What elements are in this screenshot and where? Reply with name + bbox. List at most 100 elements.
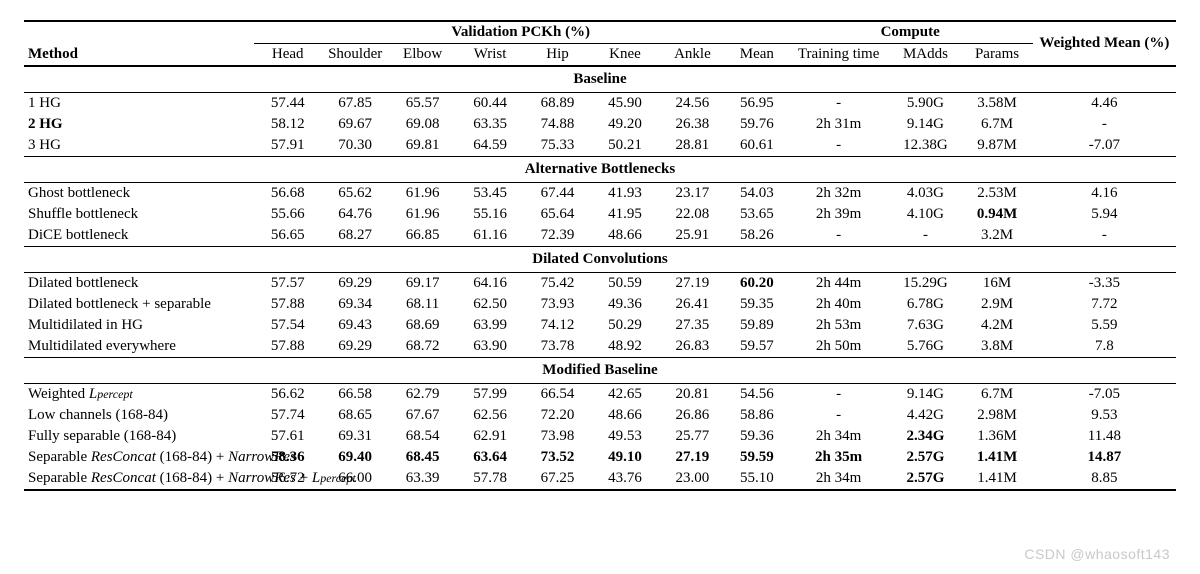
cell-value: 67.67 — [389, 405, 456, 426]
cell-value: 26.38 — [659, 114, 726, 135]
cell-compute: 2h 50m — [788, 336, 890, 358]
cell-value: 60.20 — [726, 273, 787, 295]
cell-value: 48.92 — [591, 336, 658, 358]
cell-compute: 2h 34m — [788, 426, 890, 447]
cell-compute: 15.29G — [890, 273, 962, 295]
cell-value: 67.25 — [524, 468, 591, 490]
cell-weighted-mean: -7.07 — [1033, 135, 1176, 157]
table-row: 2 HG58.1269.6769.0863.3574.8849.2026.385… — [24, 114, 1176, 135]
cell-value: 69.08 — [389, 114, 456, 135]
cell-value: 64.16 — [456, 273, 523, 295]
cell-value: 26.83 — [659, 336, 726, 358]
cell-value: 50.21 — [591, 135, 658, 157]
cell-compute: 1.41M — [961, 468, 1033, 490]
cell-value: 68.11 — [389, 294, 456, 315]
cell-value: 59.35 — [726, 294, 787, 315]
cell-compute: - — [788, 384, 890, 406]
cell-weighted-mean: 5.94 — [1033, 204, 1176, 225]
cell-value: 69.43 — [321, 315, 388, 336]
cell-method: 2 HG — [24, 114, 254, 135]
cell-compute: 2h 39m — [788, 204, 890, 225]
cell-compute: 3.8M — [961, 336, 1033, 358]
table-row: Separable ResConcat (168-84) + NarrowRes… — [24, 447, 1176, 468]
cell-value: 57.61 — [254, 426, 321, 447]
table-row: Shuffle bottleneck55.6664.7661.9655.1665… — [24, 204, 1176, 225]
table-body: Baseline1 HG57.4467.8565.5760.4468.8945.… — [24, 66, 1176, 490]
cell-compute: 1.41M — [961, 447, 1033, 468]
cell-value: 68.27 — [321, 225, 388, 247]
cell-value: 68.54 — [389, 426, 456, 447]
table-row: Multidilated in HG57.5469.4368.6963.9974… — [24, 315, 1176, 336]
header-method: Method — [24, 44, 254, 67]
cell-value: 50.29 — [591, 315, 658, 336]
cell-value: 49.20 — [591, 114, 658, 135]
cell-compute: 5.76G — [890, 336, 962, 358]
cell-method: DiCE bottleneck — [24, 225, 254, 247]
table-row: 1 HG57.4467.8565.5760.4468.8945.9024.565… — [24, 93, 1176, 115]
cell-value: 49.36 — [591, 294, 658, 315]
cell-value: 73.93 — [524, 294, 591, 315]
cell-compute: 2h 34m — [788, 468, 890, 490]
cell-value: 55.16 — [456, 204, 523, 225]
cell-value: 66.85 — [389, 225, 456, 247]
cell-method: Multidilated in HG — [24, 315, 254, 336]
cell-method: Multidilated everywhere — [24, 336, 254, 358]
cell-value: 65.57 — [389, 93, 456, 115]
cell-value: 20.81 — [659, 384, 726, 406]
cell-weighted-mean: 9.53 — [1033, 405, 1176, 426]
cell-value: 69.81 — [389, 135, 456, 157]
results-table: Validation PCKh (%) Compute Weighted Mea… — [24, 20, 1176, 491]
cell-value: 25.77 — [659, 426, 726, 447]
cell-value: 63.64 — [456, 447, 523, 468]
cell-value: 57.54 — [254, 315, 321, 336]
cell-weighted-mean: 14.87 — [1033, 447, 1176, 468]
header-val-col: Knee — [591, 44, 658, 67]
cell-method: Weighted Lpercept — [24, 384, 254, 406]
cell-compute: 5.90G — [890, 93, 962, 115]
cell-value: 61.16 — [456, 225, 523, 247]
cell-value: 57.44 — [254, 93, 321, 115]
cell-value: 73.52 — [524, 447, 591, 468]
header-val-col: Mean — [726, 44, 787, 67]
header-weighted-mean: Weighted Mean (%) — [1033, 21, 1176, 66]
cell-value: 57.91 — [254, 135, 321, 157]
cell-value: 27.35 — [659, 315, 726, 336]
cell-value: 25.91 — [659, 225, 726, 247]
cell-weighted-mean: -7.05 — [1033, 384, 1176, 406]
cell-compute: - — [788, 93, 890, 115]
cell-method: Dilated bottleneck + separable — [24, 294, 254, 315]
cell-value: 28.81 — [659, 135, 726, 157]
cell-method: Shuffle bottleneck — [24, 204, 254, 225]
cell-compute: 2h 31m — [788, 114, 890, 135]
cell-compute: 2h 53m — [788, 315, 890, 336]
cell-value: 75.42 — [524, 273, 591, 295]
cell-weighted-mean: 11.48 — [1033, 426, 1176, 447]
header-val-col: Ankle — [659, 44, 726, 67]
cell-value: 26.41 — [659, 294, 726, 315]
cell-value: 66.58 — [321, 384, 388, 406]
cell-value: 27.19 — [659, 273, 726, 295]
cell-value: 54.56 — [726, 384, 787, 406]
cell-compute: 16M — [961, 273, 1033, 295]
cell-compute: 3.2M — [961, 225, 1033, 247]
cell-value: 72.39 — [524, 225, 591, 247]
cell-compute: 2h 44m — [788, 273, 890, 295]
cell-compute: 4.2M — [961, 315, 1033, 336]
cell-value: 66.54 — [524, 384, 591, 406]
cell-method: Separable ResConcat (168-84) + NarrowRes — [24, 447, 254, 468]
cell-method: Fully separable (168-84) — [24, 426, 254, 447]
cell-value: 74.88 — [524, 114, 591, 135]
header-compute-col: Params — [961, 44, 1033, 67]
cell-value: 62.50 — [456, 294, 523, 315]
cell-value: 23.00 — [659, 468, 726, 490]
cell-value: 70.30 — [321, 135, 388, 157]
cell-value: 53.65 — [726, 204, 787, 225]
cell-value: 62.79 — [389, 384, 456, 406]
cell-value: 68.72 — [389, 336, 456, 358]
cell-value: 68.65 — [321, 405, 388, 426]
cell-compute: - — [788, 405, 890, 426]
cell-compute: 9.14G — [890, 384, 962, 406]
cell-value: 58.12 — [254, 114, 321, 135]
cell-value: 68.69 — [389, 315, 456, 336]
cell-compute: 6.7M — [961, 114, 1033, 135]
